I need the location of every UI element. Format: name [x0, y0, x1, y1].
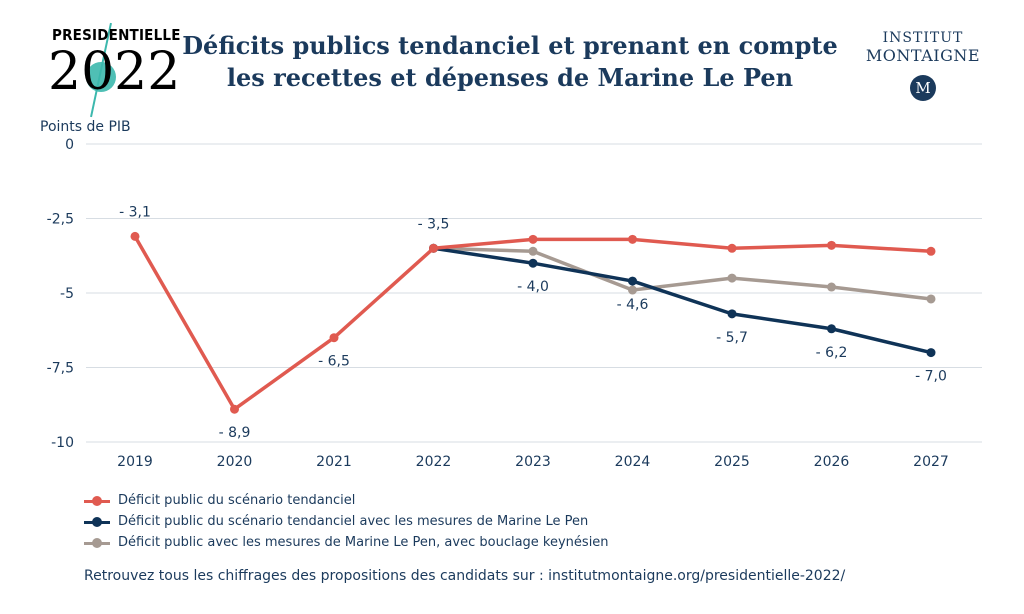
data-point: [926, 348, 936, 358]
logo-small-text: PRESIDENTIELLE: [52, 26, 181, 44]
data-point: [230, 404, 239, 414]
data-point: [827, 240, 836, 250]
legend-item: Déficit public du scénario tendanciel av…: [84, 511, 609, 532]
x-tick-label: 2027: [913, 454, 949, 470]
data-point: [130, 231, 140, 241]
x-tick-labels: 2019 2020 2021 2022 2023 2024 2025 2026 2027: [117, 454, 949, 470]
data-labels: - 3,1 - 8,9 - 6,5 - 3,5 - 4,0 - 4,6 - 5,7 - 6,2…: [119, 204, 947, 441]
y-tick-labels: 0 -2,5 -5 -7,5 -10: [47, 137, 74, 451]
y-tick-label: -10: [51, 435, 74, 451]
institut-montaigne-logo: INSTITUT MONTAIGNE M: [858, 30, 988, 101]
y-axis-label: Points de PIB: [40, 119, 131, 135]
legend-swatch: [84, 516, 110, 528]
x-tick-label: 2020: [217, 454, 253, 470]
legend-item: Déficit public du scénario tendanciel: [84, 490, 609, 511]
data-point: [329, 333, 339, 343]
montaigne-text: MONTAIGNE: [865, 46, 981, 65]
data-point: [727, 273, 737, 283]
montaigne-badge-icon: M: [910, 75, 936, 101]
grid-layer: [86, 143, 982, 443]
legend-label: Déficit public du scénario tendanciel: [118, 493, 356, 508]
series-layer: [130, 231, 936, 414]
y-tick-label: -2,5: [47, 212, 74, 228]
data-point: [727, 309, 737, 319]
title-line-1: Déficits publics tendanciel et prenant e…: [182, 31, 838, 60]
data-label: - 8,9: [219, 425, 251, 441]
data-point: [528, 246, 538, 256]
presidentielle-2022-logo: PRESIDENTIELLE 2022: [44, 22, 180, 118]
data-label: - 5,7: [716, 330, 748, 346]
title-line-2: les recettes et dépenses de Marine Le Pe…: [226, 63, 794, 92]
y-tick-label: 0: [65, 137, 74, 153]
x-tick-label: 2023: [515, 454, 551, 470]
data-label: - 6,2: [816, 345, 848, 361]
data-label: - 7,0: [915, 369, 947, 385]
footer-note: Retrouvez tous les chiffrages des propos…: [84, 568, 846, 584]
data-label: - 3,1: [119, 204, 151, 220]
x-tick-label: 2024: [615, 454, 651, 470]
data-label: - 6,5: [318, 354, 350, 370]
data-point: [827, 324, 836, 334]
x-tick-label: 2019: [117, 454, 153, 470]
data-point: [926, 294, 936, 304]
x-tick-label: 2021: [316, 454, 352, 470]
institut-text: INSTITUT: [882, 30, 964, 46]
x-tick-label: 2025: [714, 454, 750, 470]
logo-year: 2022: [48, 42, 181, 102]
data-point: [528, 258, 538, 268]
data-label: - 4,6: [617, 297, 649, 313]
data-label: - 3,5: [418, 216, 450, 232]
legend: Déficit public du scénario tendanciel Déf…: [84, 490, 609, 553]
data-label: - 4,0: [517, 279, 549, 295]
legend-label: Déficit public du scénario tendanciel av…: [118, 514, 589, 529]
data-point: [628, 234, 637, 244]
legend-label: Déficit public avec les mesures de Marin…: [118, 535, 609, 550]
y-tick-label: -7,5: [47, 361, 74, 377]
legend-swatch: [84, 495, 110, 507]
data-point: [926, 246, 936, 256]
data-point: [429, 243, 438, 253]
data-point: [628, 285, 637, 295]
data-point: [528, 234, 538, 244]
data-point: [628, 276, 637, 286]
logo-circle: [86, 62, 116, 92]
legend-item: Déficit public avec les mesures de Marin…: [84, 532, 609, 553]
x-tick-label: 2022: [416, 454, 452, 470]
data-point: [727, 243, 737, 253]
series-line: [433, 246, 932, 355]
x-tick-label: 2026: [814, 454, 850, 470]
y-tick-label: -5: [60, 286, 74, 302]
chart-title: Déficits publics tendanciel et prenant e…: [160, 30, 860, 94]
series-line: [433, 246, 932, 301]
data-point: [827, 282, 836, 292]
legend-swatch: [84, 537, 110, 549]
